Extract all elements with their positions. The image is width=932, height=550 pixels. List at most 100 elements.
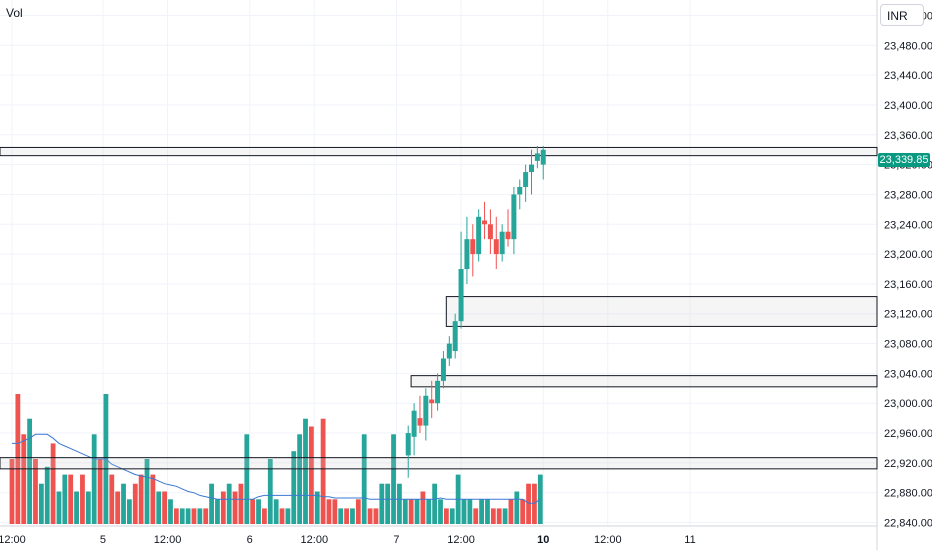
y-tick-label: 23,160.00 — [884, 279, 932, 291]
y-tick-label: 23,440.00 — [884, 70, 932, 82]
volume-bar — [291, 451, 297, 524]
volume-indicator-label[interactable]: Vol — [6, 6, 23, 20]
volume-bar — [326, 499, 332, 524]
volume-bar — [479, 499, 484, 524]
x-tick-label: 5 — [100, 534, 106, 546]
price-zone — [0, 146, 878, 157]
volume-bar — [15, 394, 21, 524]
volume-bar — [508, 499, 514, 524]
volume-bar — [138, 474, 144, 524]
volume-bar — [21, 434, 27, 524]
volume-bar — [303, 418, 308, 524]
price-zone — [445, 296, 878, 327]
volume-bar — [485, 499, 490, 524]
volume-bar — [490, 508, 496, 524]
candle-body — [505, 231, 511, 240]
volume-bar — [162, 491, 168, 524]
volume-bar — [438, 499, 443, 524]
candle-body — [446, 343, 452, 359]
volume-bar — [44, 466, 50, 524]
volume-bar — [420, 491, 426, 524]
volume-bar — [297, 434, 303, 524]
volume-bar — [250, 499, 256, 524]
last-price-label: 23,339.85 — [878, 153, 930, 167]
volume-bar — [244, 434, 250, 524]
volume-bar — [467, 499, 473, 524]
volume-bar — [426, 499, 432, 524]
y-tick-label: 23,000.00 — [884, 398, 932, 410]
y-tick-label: 23,120.00 — [884, 309, 932, 321]
y-tick-label: 22,880.00 — [884, 488, 932, 500]
volume-bar — [443, 508, 449, 524]
volume-bar — [414, 499, 420, 524]
volume-bar — [191, 508, 197, 524]
candle-body — [493, 239, 499, 255]
volume-bar — [332, 499, 338, 524]
candle-body — [534, 153, 540, 161]
volume-bar — [449, 508, 455, 524]
volume-bar — [127, 499, 132, 524]
volume-bar — [344, 508, 349, 524]
currency-button[interactable]: INR — [880, 4, 924, 26]
candle-body — [499, 231, 505, 255]
candle-body — [429, 399, 435, 404]
x-tick-label: 12:00 — [447, 534, 475, 546]
volume-bar — [132, 483, 138, 524]
volume-bar — [50, 443, 56, 524]
volume-bar — [432, 483, 438, 524]
volume-bar — [85, 491, 91, 524]
x-tick-label: 12:00 — [594, 534, 622, 546]
volume-bar — [402, 499, 408, 524]
volume-bar — [109, 474, 115, 524]
candle-body — [482, 220, 488, 225]
volume-bar — [279, 508, 285, 524]
volume-bar — [496, 508, 502, 524]
candle-body — [417, 418, 423, 426]
volume-bar — [461, 499, 467, 524]
volume-bar — [502, 508, 508, 524]
volume-bar — [91, 434, 97, 524]
volume-bar — [361, 434, 367, 524]
candle-body — [458, 269, 464, 322]
candle-body — [452, 321, 458, 352]
volume-bar — [197, 508, 203, 524]
volume-bar — [209, 483, 214, 524]
y-tick-label: 22,920.00 — [884, 458, 932, 470]
x-tick-label: 7 — [393, 534, 399, 546]
volume-bar — [56, 491, 62, 524]
volume-bar — [385, 483, 391, 524]
volume-bar — [308, 426, 314, 524]
candle-body — [487, 224, 493, 240]
y-tick-label: 23,040.00 — [884, 368, 932, 380]
volume-bar — [27, 418, 33, 524]
volume-bar — [520, 499, 526, 524]
x-tick-label: 12:00 — [301, 534, 329, 546]
volume-bar — [238, 483, 244, 524]
volume-bar — [355, 499, 361, 524]
candle-body — [511, 194, 517, 240]
volume-bar — [144, 459, 150, 524]
volume-bar — [267, 459, 273, 524]
price-zone — [0, 457, 878, 470]
volume-bar — [97, 459, 103, 524]
volume-bar — [185, 508, 191, 524]
volume-bar — [314, 491, 320, 524]
candle-body — [464, 239, 470, 269]
candle-body — [528, 164, 534, 173]
y-tick-label: 22,960.00 — [884, 428, 932, 440]
volume-bar — [391, 434, 396, 524]
candle-body — [435, 380, 441, 404]
candle-body — [517, 186, 523, 195]
volume-bar — [150, 474, 156, 524]
volume-bar — [526, 483, 531, 524]
x-tick-label: 6 — [247, 534, 253, 546]
volume-bar — [473, 508, 479, 524]
volume-bar — [397, 483, 402, 524]
y-tick-label: 23,480.00 — [884, 40, 932, 52]
x-tick-label: 12:00 — [0, 534, 26, 546]
volume-bar — [115, 491, 121, 524]
volume-bar — [232, 491, 238, 524]
volume-bar — [203, 508, 209, 524]
volume-bar — [80, 474, 85, 524]
